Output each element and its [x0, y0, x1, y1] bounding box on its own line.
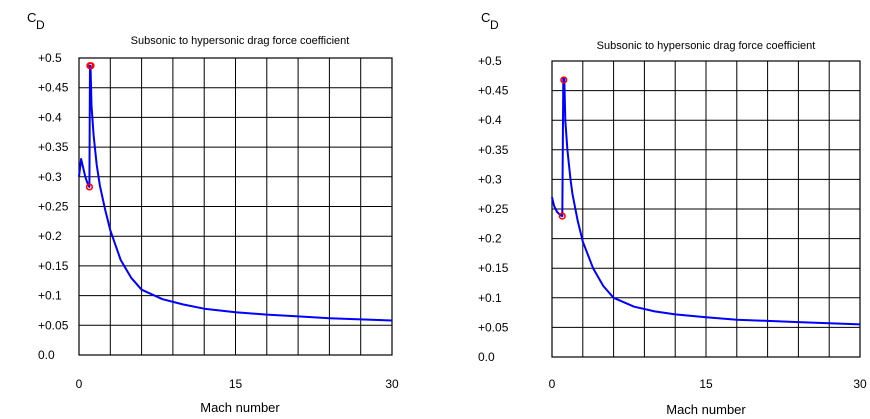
- y-tick-label: +0.4: [38, 110, 62, 124]
- y-tick-label: +0.2: [38, 229, 62, 243]
- y-tick-label: +0.35: [38, 140, 69, 154]
- y-tick-label: 0.0: [38, 348, 55, 362]
- y-tick-label: +0.1: [38, 289, 62, 303]
- chart-title: Subsonic to hypersonic drag force coeffi…: [131, 35, 350, 47]
- chart-title: Subsonic to hypersonic drag force coeffi…: [597, 40, 816, 52]
- y-tick-label: 0.0: [478, 350, 495, 364]
- y-axis-symbol-subscript: D: [36, 18, 45, 32]
- x-tick-label: 0: [76, 377, 83, 391]
- data-marker: [87, 62, 95, 70]
- y-tick-label: +0.1: [478, 291, 502, 305]
- drag-chart-left: C D Subsonic to hypersonic drag force co…: [27, 10, 399, 415]
- x-tick-label: 0: [549, 377, 556, 391]
- drag-coefficient-line: [551, 77, 861, 326]
- y-tick-label: +0.25: [38, 200, 69, 214]
- x-tick-label: 15: [229, 377, 243, 391]
- y-tick-label: +0.4: [478, 113, 502, 127]
- y-axis-symbol: C: [481, 10, 490, 25]
- data-marker: [85, 183, 94, 191]
- y-tick-label: +0.45: [478, 84, 509, 98]
- plot-frame: [551, 60, 861, 358]
- y-tick-label: +0.3: [478, 172, 502, 186]
- plot-frame: [78, 57, 393, 356]
- y-tick-label: +0.45: [38, 81, 69, 95]
- y-tick-label: +0.35: [478, 143, 509, 157]
- y-tick-label: +0.3: [38, 170, 62, 184]
- x-axis-label: Mach number: [200, 400, 280, 415]
- y-tick-label: +0.2: [478, 232, 502, 246]
- y-tick-label: +0.25: [478, 202, 509, 216]
- y-tick-label: +0.05: [38, 318, 69, 332]
- drag-coefficient-line: [78, 64, 393, 322]
- x-tick-label: 30: [385, 377, 399, 391]
- y-tick-label: +0.5: [478, 54, 502, 68]
- drag-chart-right: C D Subsonic to hypersonic drag force co…: [478, 10, 867, 417]
- y-tick-label: +0.15: [38, 259, 69, 273]
- data-marker: [560, 76, 568, 84]
- y-tick-label: +0.15: [478, 261, 509, 275]
- x-axis-label: Mach number: [666, 402, 746, 417]
- y-tick-label: +0.5: [38, 51, 62, 65]
- x-tick-label: 15: [699, 377, 713, 391]
- y-axis-symbol-subscript: D: [490, 18, 499, 32]
- data-marker: [558, 212, 566, 220]
- x-tick-label: 30: [853, 377, 867, 391]
- y-tick-label: +0.05: [478, 320, 509, 334]
- y-axis-symbol: C: [27, 10, 36, 25]
